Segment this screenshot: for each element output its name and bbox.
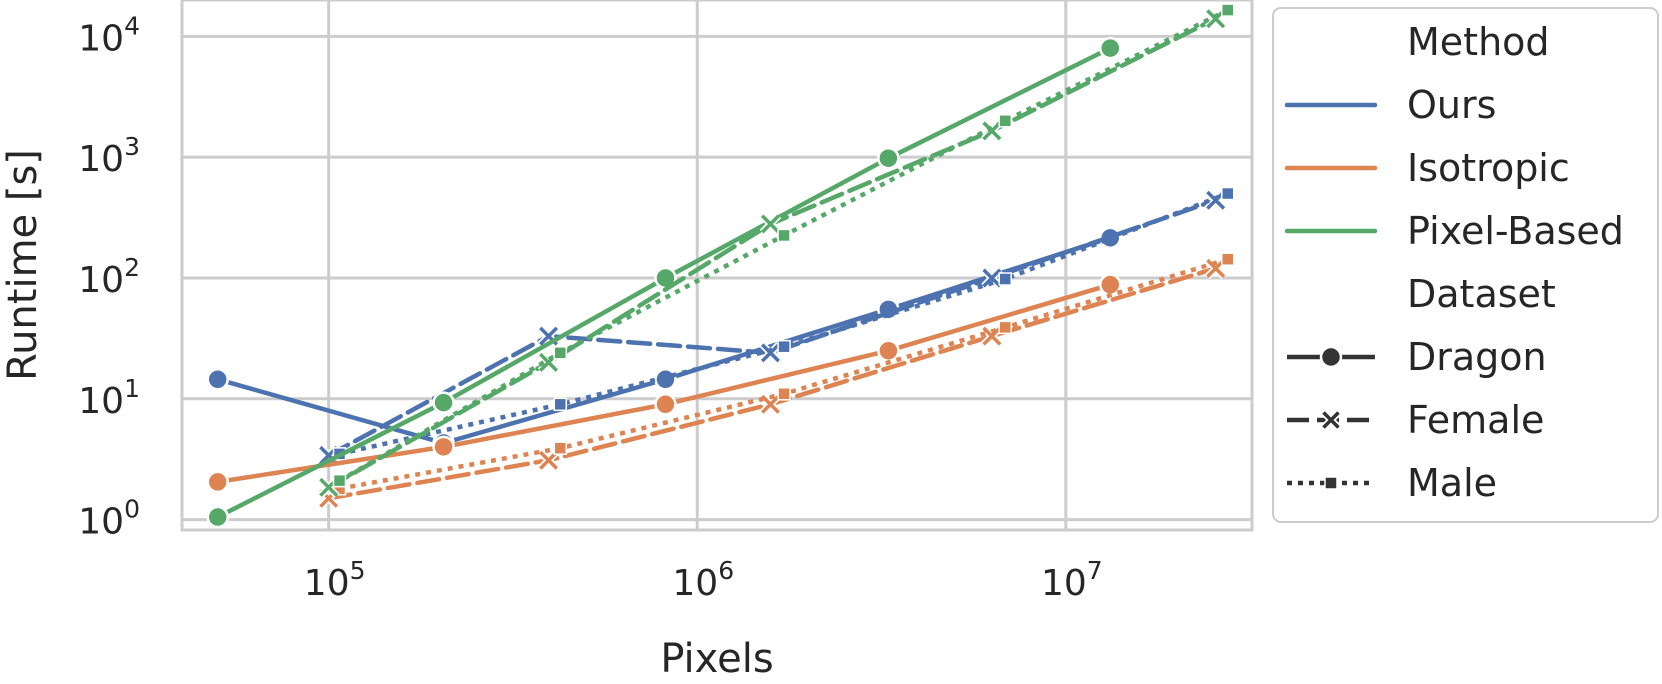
tick-base: 10 [78,260,124,301]
series-line [326,16,1218,490]
data-point [553,397,568,412]
data-point [432,435,455,459]
legend-label-isotropic: Isotropic [1407,146,1570,190]
data-point [553,441,568,455]
marker-cross [760,214,780,234]
data-point [1099,36,1122,60]
legend-box [1272,7,1659,523]
legend-marker-dragon [1319,345,1343,369]
legend-label-pixel-based: Pixel-Based [1407,209,1624,253]
legend-marker-male [1324,476,1338,490]
legend-title-dataset: Dataset [1407,272,1556,316]
tick-base: 10 [78,381,124,422]
series-isotropic-dragon [206,273,1122,494]
tick-base: 10 [78,18,124,59]
data-point [981,120,1003,142]
series-isotropic-female [317,257,1227,510]
tick-base: 10 [304,563,350,604]
y-tick-label: 101 [78,374,140,422]
y-tick-label: 102 [78,253,140,301]
data-point [206,505,229,529]
tick-exponent: 7 [1087,556,1103,585]
x-tick-label: 106 [672,556,734,604]
data-point [877,146,900,170]
data-point [1220,186,1235,201]
data-point [432,391,455,414]
data-point [206,470,229,494]
tick-exponent: 3 [124,132,140,161]
series-pixel-based-dragon [206,36,1122,529]
marker-cross [982,326,1002,346]
series-line [326,197,1218,458]
tick-base: 10 [672,563,718,604]
y-tick-label: 104 [78,11,140,59]
series-layer [206,3,1235,529]
legend-label-ours: Ours [1407,83,1496,127]
x-tick-label: 105 [304,556,366,604]
marker-cross [982,268,1002,288]
data-point [981,267,1003,289]
tick-exponent: 1 [124,374,140,403]
data-point [1220,252,1235,266]
x-tick-label: 107 [1041,556,1103,604]
marker-cross [982,121,1002,141]
data-point [206,368,229,391]
data-point [777,228,791,243]
marker-cross [1322,411,1340,429]
series-ours-female [317,189,1227,467]
data-point [998,320,1013,335]
data-point [332,473,347,488]
data-point [777,339,791,354]
data-point [553,346,568,360]
tick-exponent: 5 [350,556,366,585]
tick-base: 10 [1041,563,1087,604]
legend: Method Ours Isotropic Pixel-Based Dataset Dra… [1272,7,1659,523]
data-point [759,393,782,416]
y-tick-label: 103 [78,132,140,180]
y-axis-label: Runtime [s] [0,149,46,381]
legend-marker-female [1321,410,1341,430]
legend-label-male: Male [1407,461,1497,505]
marker-cross [760,343,780,363]
legend-title-method: Method [1407,20,1550,64]
series-pixel-based-female [317,7,1227,499]
tick-exponent: 0 [124,495,140,524]
data-point [877,339,900,362]
series-ours-male [332,186,1235,461]
marker-cross [760,394,780,414]
data-point [981,325,1003,347]
data-point [759,213,782,235]
plot-area-frame [180,0,1254,532]
tick-exponent: 4 [124,11,140,40]
data-point [1220,3,1235,17]
tick-base: 10 [78,502,124,543]
y-tick-label: 100 [78,495,140,543]
legend-label-female: Female [1407,398,1544,442]
tick-base: 10 [78,139,124,180]
tick-exponent: 6 [718,556,734,585]
data-point [777,387,791,401]
data-point [654,393,677,416]
legend-label-dragon: Dragon [1407,335,1547,379]
series-pixel-based-male [332,3,1235,488]
x-axis-label: Pixels [660,636,773,682]
data-point [998,114,1013,128]
tick-exponent: 2 [124,253,140,282]
data-point [759,342,782,364]
data-point [998,272,1013,286]
